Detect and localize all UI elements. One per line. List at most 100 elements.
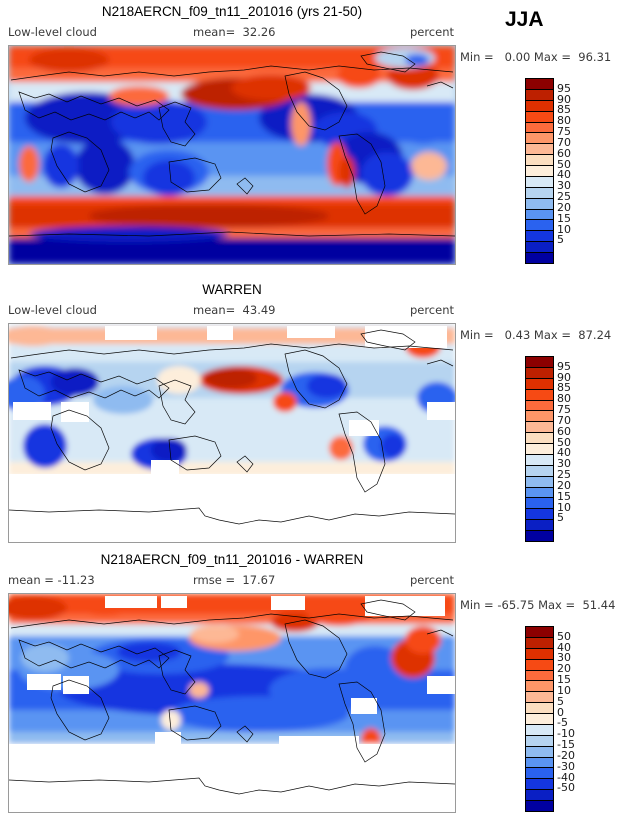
- colorbar-tick-label: 50: [557, 435, 571, 449]
- colorbar-segment: [526, 724, 553, 736]
- units-label: percent: [409, 303, 454, 317]
- colorbar-segment: [526, 198, 553, 210]
- colorbar-segment: [526, 487, 553, 499]
- colorbar-tick-labels: 95 90 85 80 75 70 60 50 40 30 25 20 15 10 5: [557, 78, 637, 264]
- colorbar-tick-label: 40: [557, 446, 571, 460]
- colorbar-segment: [526, 89, 553, 101]
- colorbar-segment: [526, 779, 553, 791]
- panel-title: N218AERCN_f09_tn11_201016 - WARREN: [100, 552, 364, 567]
- colorbar-segment: [526, 465, 553, 477]
- colorbar-tick-label: 25: [557, 468, 571, 482]
- colorbar-tick-label: -30: [557, 759, 575, 773]
- colorbar-bar: [525, 356, 554, 542]
- colorbar-segment: [526, 187, 553, 199]
- colorbar-tick-label: 90: [557, 92, 571, 106]
- colorbar-tick-label: 0: [557, 705, 564, 719]
- colorbar-tick-label: 40: [557, 640, 571, 654]
- mean-value: mean= 32.26: [193, 25, 276, 39]
- colorbar-tick-label: 80: [557, 114, 571, 128]
- colorbar-tick-label: 25: [557, 190, 571, 204]
- season-label: JJA: [505, 8, 544, 31]
- panel-stat-row: Low-level cloud mean= 32.26 percent: [8, 25, 456, 41]
- colorbar-segment: [526, 209, 553, 221]
- colorbar-segment: [526, 801, 553, 811]
- colorbar-tick-label: -20: [557, 748, 575, 762]
- colorbar-tick-label: 90: [557, 370, 571, 384]
- colorbar-segment: [526, 79, 553, 90]
- colorbar-segment: [526, 659, 553, 671]
- colorbar-tick-label: 15: [557, 673, 571, 687]
- colorbar-tick-label: 5: [557, 694, 564, 708]
- colorbar-segment: [526, 367, 553, 379]
- map-frame[interactable]: [8, 45, 456, 265]
- map-frame[interactable]: [8, 593, 456, 813]
- colorbar-tick-label: 30: [557, 651, 571, 665]
- colorbar-tick-label: 15: [557, 489, 571, 503]
- colorbar-segment: [526, 357, 553, 368]
- colorbar-tick-label: 95: [557, 359, 571, 373]
- minmax-label: Min = 0.43 Max = 87.24: [460, 328, 612, 342]
- colorbar-tick-label: 10: [557, 500, 571, 514]
- colorbar-segment: [526, 400, 553, 412]
- colorbar-segment: [526, 100, 553, 112]
- colorbar-tick-label: 20: [557, 478, 571, 492]
- colorbar-segment: [526, 242, 553, 253]
- colorbar-tick-label: -5: [557, 716, 568, 730]
- colorbar-segment: [526, 692, 553, 704]
- colorbar-segment: [526, 166, 553, 177]
- colorbar-segment: [526, 476, 553, 488]
- colorbar-segment: [526, 757, 553, 769]
- colorbar-bar: [525, 78, 554, 264]
- colorbar-tick-label: 75: [557, 125, 571, 139]
- colorbar-tick-label: -50: [557, 781, 575, 795]
- panel-title: WARREN: [202, 282, 262, 297]
- colorbar-tick-label: 70: [557, 413, 571, 427]
- panel-title: N218AERCN_f09_tn11_201016 (yrs 21-50): [101, 4, 363, 19]
- map-image-model: [9, 46, 455, 264]
- colorbar-tick-labels: 50 40 30 20 15 10 5 0 -5 -10 -15 -20 -30 -40 -50: [557, 626, 637, 812]
- colorbar-tick-label: 5: [557, 233, 564, 247]
- colorbar-tick-label: 70: [557, 135, 571, 149]
- colorbar-segment: [526, 454, 553, 466]
- colorbar-tick-label: -10: [557, 727, 575, 741]
- colorbar-segment: [526, 422, 553, 434]
- colorbar-tick-label: 85: [557, 103, 571, 117]
- mean-value: mean = -11.23: [8, 573, 95, 587]
- colorbar-segment: [526, 122, 553, 134]
- colorbar-tick-label: -40: [557, 770, 575, 784]
- map-frame[interactable]: [8, 323, 456, 543]
- colorbar-segment: [526, 703, 553, 714]
- colorbar-segment: [526, 155, 553, 166]
- colorbar-tick-label: -15: [557, 738, 575, 752]
- colorbar-segment: [526, 411, 553, 423]
- colorbar-segment: [526, 176, 553, 188]
- colorbar-segment: [526, 389, 553, 401]
- map-image-difference: [9, 594, 455, 812]
- rmse-value: rmse = 17.67: [193, 573, 276, 587]
- minmax-label: Min = -65.75 Max = 51.44: [460, 598, 616, 612]
- colorbar-bar: [525, 626, 554, 812]
- colorbar-tick-label: 50: [557, 157, 571, 171]
- map-image-obs: [9, 324, 455, 542]
- panel-stat-row: Low-level cloud mean= 43.49 percent: [8, 303, 456, 319]
- colorbar-tick-label: 15: [557, 211, 571, 225]
- colorbar-segment: [526, 253, 553, 263]
- colorbar-segment: [526, 714, 553, 725]
- colorbar[interactable]: 95 90 85 80 75 70 60 50 40 30 25 20 15 10 5: [525, 78, 643, 268]
- colorbar-tick-label: 85: [557, 381, 571, 395]
- colorbar-segment: [526, 433, 553, 444]
- variable-label: Low-level cloud: [8, 25, 97, 39]
- colorbar-tick-label: 40: [557, 168, 571, 182]
- colorbar-segment: [526, 670, 553, 682]
- mean-value: mean= 43.49: [193, 303, 276, 317]
- colorbar-tick-label: 75: [557, 403, 571, 417]
- colorbar[interactable]: 95 90 85 80 75 70 60 50 40 30 25 20 15 10 5: [525, 356, 643, 546]
- colorbar[interactable]: 50 40 30 20 15 10 5 0 -5 -10 -15 -20 -30 -40 -50: [525, 626, 643, 816]
- colorbar-segment: [526, 627, 553, 638]
- colorbar-segment: [526, 520, 553, 531]
- colorbar-segment: [526, 637, 553, 649]
- colorbar-segment: [526, 531, 553, 541]
- colorbar-tick-label: 10: [557, 683, 571, 697]
- colorbar-segment: [526, 648, 553, 660]
- colorbar-tick-label: 60: [557, 424, 571, 438]
